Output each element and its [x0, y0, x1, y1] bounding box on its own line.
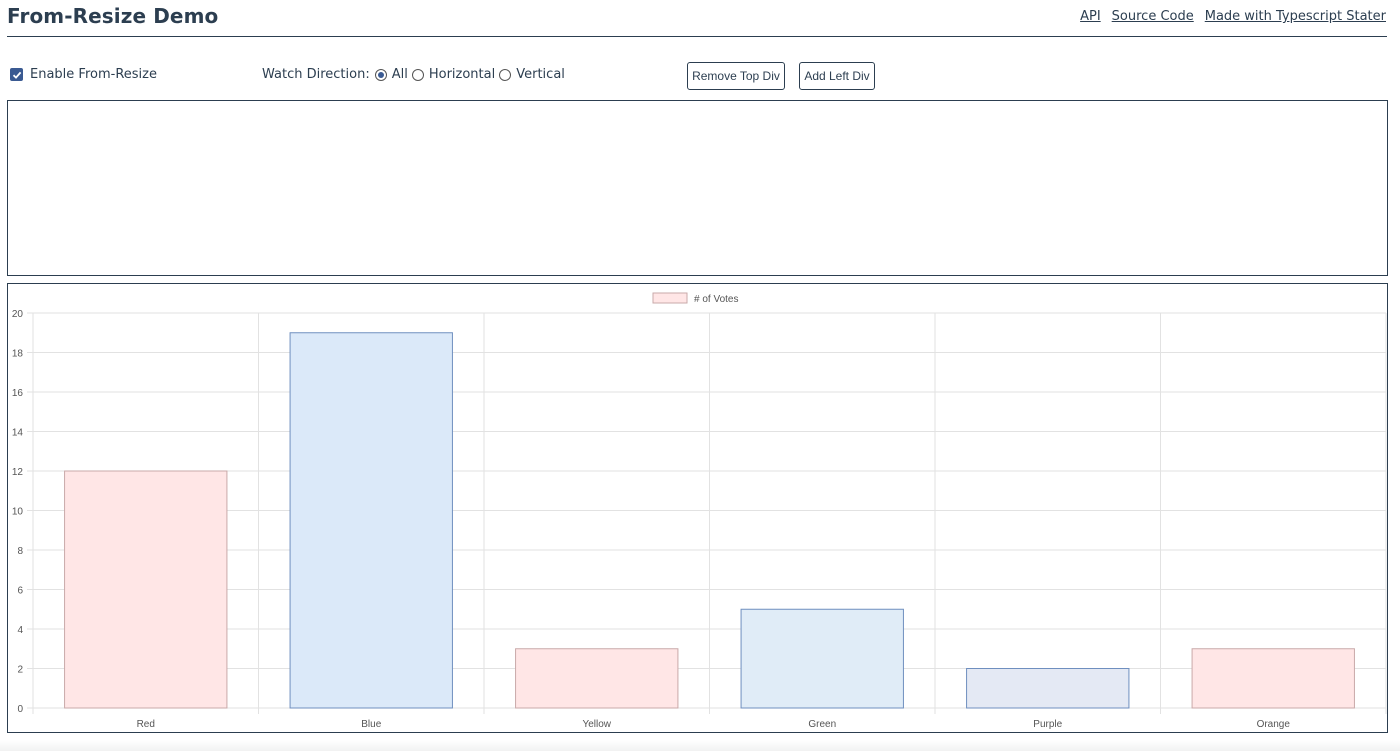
y-tick-label: 18: [12, 349, 24, 360]
bar-green[interactable]: [740, 608, 904, 709]
radio-horizontal[interactable]: [411, 68, 424, 81]
x-tick-label: Green: [808, 719, 836, 730]
add-left-div-button[interactable]: Add Left Div: [799, 62, 875, 90]
y-tick-label: 14: [12, 428, 24, 439]
y-tick-label: 20: [12, 309, 24, 320]
y-tick-label: 16: [12, 388, 24, 399]
header-nav: API Source Code Made with Typescript Sta…: [1080, 9, 1386, 24]
radio-horizontal-label: Horizontal: [428, 67, 496, 82]
x-tick-label: Orange: [1257, 719, 1291, 730]
y-tick-label: 2: [17, 665, 23, 676]
bar-purple[interactable]: [966, 668, 1130, 709]
legend-swatch: [652, 292, 688, 304]
radio-all[interactable]: [374, 68, 387, 81]
page-bottom-edge: [0, 740, 1400, 751]
radio-vertical[interactable]: [499, 68, 512, 81]
bar-chart: 0 2 4 6 8 10 12 14 16 18 20 Red Blue Yellow Green Purp…: [12, 292, 1387, 730]
radio-vertical-label: Vertical: [516, 67, 565, 82]
x-tick-label: Red: [137, 719, 155, 730]
chart-bars: [64, 332, 1355, 709]
y-tick-label: 0: [17, 704, 23, 715]
chart-legend: # of Votes: [652, 292, 738, 305]
x-tick-label: Yellow: [582, 719, 611, 730]
watch-direction-group: Watch Direction: All Horizontal Vertical: [262, 67, 565, 82]
source-code-link[interactable]: Source Code: [1111, 9, 1194, 24]
bar-blue[interactable]: [289, 332, 453, 709]
bar-orange[interactable]: [1191, 648, 1355, 709]
x-tick-label: Blue: [361, 719, 381, 730]
y-tick-label: 8: [17, 546, 23, 557]
y-tick-label: 6: [17, 586, 23, 597]
y-tick-label: 10: [12, 507, 24, 518]
page-header: From-Resize Demo API Source Code Made wi…: [0, 0, 1400, 36]
legend-label: # of Votes: [694, 294, 738, 305]
typescript-starter-link[interactable]: Made with Typescript Stater: [1204, 9, 1386, 24]
controls-bar: Enable From-Resize Watch Direction: All …: [0, 60, 1400, 92]
bar-red[interactable]: [64, 470, 228, 709]
radio-all-label: All: [391, 67, 408, 82]
enable-from-resize-toggle[interactable]: Enable From-Resize: [10, 67, 157, 82]
header-divider: [7, 36, 1387, 37]
chart-container: 0 2 4 6 8 10 12 14 16 18 20 Red Blue Yellow Green Purp…: [7, 283, 1388, 733]
x-tick-label: Purple: [1033, 719, 1062, 730]
api-link[interactable]: API: [1080, 9, 1101, 24]
chart-grid: [27, 312, 1387, 714]
checkmark-icon: [12, 71, 21, 79]
y-tick-label: 12: [12, 467, 24, 478]
enable-checkbox[interactable]: [10, 68, 23, 81]
top-div: [7, 100, 1388, 276]
y-axis-ticks: 0 2 4 6 8 10 12 14 16 18 20: [12, 309, 24, 715]
remove-top-div-button[interactable]: Remove Top Div: [687, 62, 785, 90]
y-tick-label: 4: [17, 625, 23, 636]
page-title: From-Resize Demo: [7, 4, 219, 28]
watch-direction-label: Watch Direction:: [262, 67, 370, 82]
bar-yellow[interactable]: [515, 648, 679, 709]
x-axis-labels: Red Blue Yellow Green Purple Orange: [137, 719, 1291, 730]
enable-label: Enable From-Resize: [30, 67, 157, 82]
